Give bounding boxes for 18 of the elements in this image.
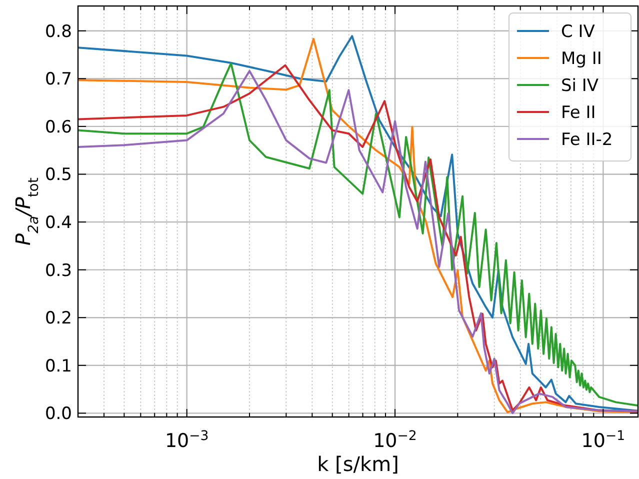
y-tick-label: 0.1: [44, 356, 72, 376]
legend-label: Mg II: [561, 48, 602, 69]
x-tick-label: 10$^{−2}$: [373, 428, 417, 452]
y-tick-label: 0.4: [44, 212, 72, 233]
y-tick-label: 0.6: [44, 117, 72, 138]
x-tick-label: 10$^{−3}$: [164, 428, 209, 452]
legend-label: Fe II-2: [561, 130, 613, 150]
x-axis-title: k [s/km]: [317, 452, 399, 476]
legend-label: C IV: [561, 22, 596, 42]
x-tick-label: 10$^{−1}$: [581, 428, 626, 452]
legend-label: Si IV: [561, 76, 599, 96]
y-tick-label: 0.3: [44, 260, 72, 281]
y-tick-label: 0.0: [44, 404, 72, 424]
y-tick-label: 0.2: [44, 308, 72, 329]
y-tick-label: 0.7: [44, 70, 72, 90]
legend-label: Fe II: [561, 102, 596, 123]
y-tick-label: 0.8: [44, 22, 72, 42]
y-tick-label: 0.5: [44, 165, 72, 186]
